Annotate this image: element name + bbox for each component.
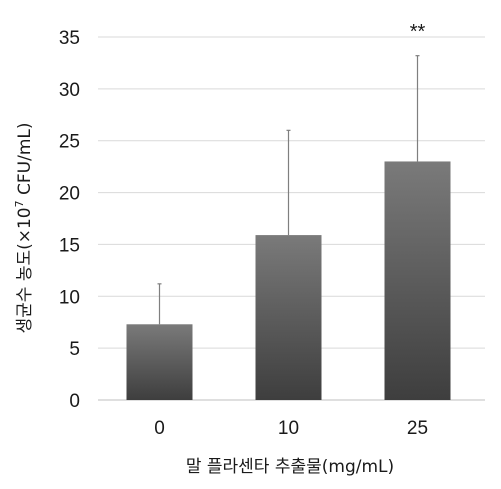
y-tick-label: 25 (59, 132, 80, 153)
y-tick-label: 20 (59, 184, 80, 205)
x-axis-title: 말 플라센타 추출물(mg/mL) (186, 457, 394, 477)
x-tick-label: 25 (407, 418, 428, 439)
bar (255, 235, 322, 400)
annotations: ** (410, 21, 426, 43)
y-axis-title-main: 생균수 농도(×10 (15, 207, 35, 333)
bar (384, 161, 451, 400)
y-tick-label: 35 (59, 28, 80, 49)
x-tick-labels: 0 10 25 (154, 418, 428, 439)
bars (126, 161, 451, 400)
y-axis-title-unit: CFU/mL) (15, 122, 35, 200)
y-tick-label: 10 (59, 287, 80, 308)
y-axis-title: 생균수 농도(×107 CFU/mL) (13, 122, 35, 333)
y-tick-label: 30 (59, 80, 80, 101)
y-tick-label: 0 (69, 391, 80, 412)
y-tick-labels: 0 5 10 15 20 25 30 35 (59, 28, 80, 412)
x-tick-label: 10 (278, 418, 299, 439)
y-axis-title-exponent: 7 (13, 200, 26, 207)
x-tick-label: 0 (154, 418, 165, 439)
error-bars (157, 55, 420, 325)
y-tick-label: 15 (59, 235, 80, 256)
y-tick-label: 5 (69, 339, 80, 360)
bar (126, 324, 193, 400)
significance-annotation: ** (410, 21, 426, 43)
